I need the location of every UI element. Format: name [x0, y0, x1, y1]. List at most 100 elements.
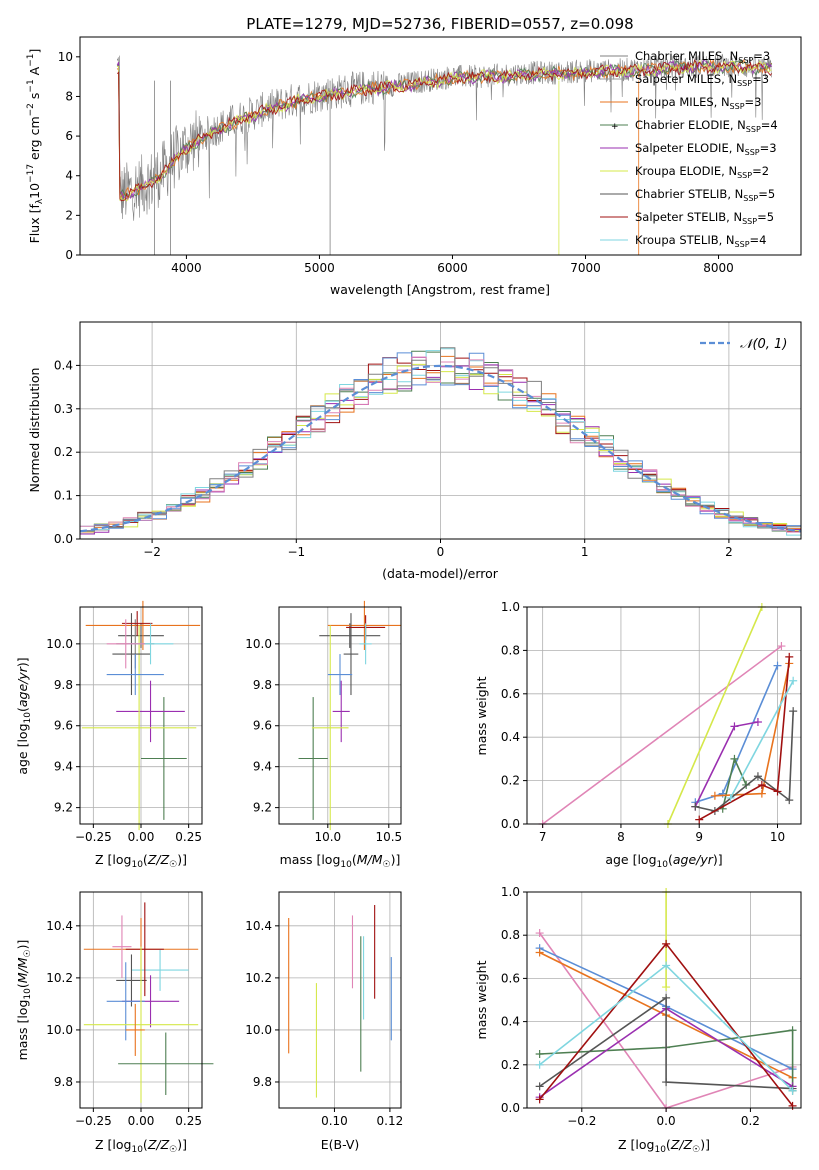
- model-spectrum-line: [117, 59, 772, 202]
- y-tick-label: 10.2: [245, 971, 272, 985]
- legend-subscript: SSP: [745, 148, 760, 157]
- ebv-mass-axes-frame: [278, 891, 402, 1109]
- spectrum-xlabel: wavelength [Angstrom, rest frame]: [330, 282, 550, 297]
- weight-marker: [662, 993, 671, 1002]
- legend-label: Chabrier STELIB, NSSP=5: [635, 187, 775, 203]
- x-tick-label: 9: [695, 830, 703, 844]
- legend-subscript: SSP: [737, 79, 752, 88]
- x-tick-label: 7000: [570, 261, 601, 275]
- y-tick-label: 1.0: [501, 885, 520, 899]
- weight-line: [542, 645, 782, 825]
- z-mass-panel: −0.25 0.00 0.25 9.8 10.0 10.2 10.4 Z [log10(Z/…: [15, 891, 214, 1155]
- weight-line: [667, 606, 763, 825]
- y-tick-label: 9.8: [253, 678, 272, 692]
- legend-label: Chabrier MILES, NSSP=3: [635, 49, 770, 65]
- y-tick-label: 0.6: [501, 687, 520, 701]
- spectrum-panel: 4000 5000 6000 7000 8000 0 2 4 6 8 10 wavelength […: [26, 36, 802, 297]
- weight-marker: [730, 722, 739, 731]
- y-tick-label: 9.8: [253, 1075, 272, 1089]
- legend-label: Kroupa ELODIE, NSSP=2: [635, 164, 769, 180]
- legend-marker: +: [611, 122, 619, 132]
- legend-label: Salpeter STELIB, NSSP=5: [635, 210, 774, 226]
- weight-marker: [753, 772, 762, 781]
- x-tick-label: 8000: [703, 261, 734, 275]
- legend-label: Salpeter ELODIE, NSSP=3: [635, 141, 777, 157]
- weight-line: [539, 1029, 794, 1091]
- weight-marker: [662, 939, 671, 948]
- y-tick-label: 9.6: [253, 719, 272, 733]
- z-age-ylabel: age [log10(age/yr)]: [15, 657, 33, 774]
- y-tick-label: 10.0: [245, 1023, 272, 1037]
- weight-line: [698, 656, 791, 821]
- ebv-mass-xlabel: E(B-V): [321, 1137, 360, 1152]
- y-tick-label: 0.2: [501, 1058, 520, 1072]
- y-tick-label: 10.0: [245, 637, 272, 651]
- y-tick-label: 4: [65, 169, 73, 183]
- z-mass-xlabel: Z [log10(Z/Z☉)]: [95, 1137, 187, 1155]
- weight-marker: [753, 718, 762, 727]
- age-weight-ylabel: mass weight: [474, 676, 489, 755]
- weight-marker: [535, 1050, 544, 1058]
- residual-histogram: [80, 347, 801, 532]
- spectrum-ylabel: Flux [fλ10−17 erg cm−2 s−1 A−1]: [26, 49, 45, 244]
- age-weight-xlabel: age [log10(age/yr)]: [605, 852, 722, 870]
- y-tick-label: 9.4: [54, 760, 73, 774]
- legend-value: =2: [752, 164, 769, 178]
- y-tick-label: 0.4: [54, 358, 73, 372]
- y-tick-label: 1.0: [501, 600, 520, 614]
- weight-marker: [535, 1095, 544, 1104]
- x-tick-label: −0.25: [75, 830, 112, 844]
- x-tick-label: −2: [143, 545, 161, 559]
- ebv-mass-panel: 0.10 0.12 9.8 10.0 10.2 10.4 E(B-V): [245, 891, 404, 1152]
- weight-line: [729, 680, 794, 799]
- z-weight-axes-frame: [526, 891, 802, 1109]
- legend-subscript: SSP: [738, 56, 753, 65]
- legend-subscript: SSP: [746, 125, 761, 134]
- residual-xlabel: (data-model)/error: [382, 566, 499, 581]
- figure-title: PLATE=1279, MJD=52736, FIBERID=0557, z=0…: [246, 15, 633, 33]
- age-weight-axes-frame: [526, 606, 802, 825]
- x-tick-label: 0.2: [741, 1114, 760, 1128]
- mass-age-panel: 10.0 10.5 9.2 9.4 9.6 9.8 10.0 mass [log10(M/M…: [245, 600, 402, 870]
- weight-marker: [788, 1026, 797, 1035]
- spectrum-legend: Chabrier MILES, NSSP=3 Salpeter MILES, NS…: [600, 49, 778, 249]
- weight-marker: [789, 676, 798, 685]
- legend-value: =3: [745, 95, 762, 109]
- weight-marker: [662, 983, 671, 992]
- x-tick-label: 0: [437, 545, 445, 559]
- y-tick-label: 0.2: [54, 445, 73, 459]
- legend-value: =3: [760, 141, 777, 155]
- x-tick-label: 1: [581, 545, 589, 559]
- legend-subscript: SSP: [730, 102, 745, 111]
- legend-value: =3: [753, 49, 770, 63]
- y-tick-label: 0.8: [501, 643, 520, 657]
- weight-marker: [777, 642, 786, 651]
- legend-value: =5: [758, 187, 775, 201]
- mass-age-xlabel: mass [log10(M/M☉)]: [280, 852, 401, 870]
- y-tick-label: 9.2: [54, 801, 73, 815]
- weight-marker: [789, 707, 798, 716]
- weight-line: [539, 996, 793, 1090]
- x-tick-label: 0.10: [321, 1114, 348, 1128]
- x-tick-label: 0.25: [175, 1114, 202, 1128]
- legend-subscript: SSP: [735, 240, 750, 249]
- y-tick-label: 10.0: [46, 1023, 73, 1037]
- y-tick-label: 0.0: [501, 817, 520, 831]
- y-tick-label: 0.4: [501, 730, 520, 744]
- z-weight-ylabel: mass weight: [474, 960, 489, 1039]
- y-tick-label: 0.4: [501, 1015, 520, 1029]
- y-tick-label: 0.3: [54, 402, 73, 416]
- y-tick-label: 0.2: [501, 774, 520, 788]
- legend-label: Chabrier ELODIE, NSSP=4: [635, 118, 778, 134]
- weight-marker: [695, 815, 704, 824]
- x-tick-label: 0.12: [377, 1114, 404, 1128]
- x-tick-label: 5000: [304, 261, 335, 275]
- x-tick-label: 0.0: [657, 1114, 676, 1128]
- z-mass-ylabel: mass [log10(M/M☉)]: [15, 940, 33, 1061]
- x-tick-label: 10: [770, 830, 785, 844]
- y-tick-label: 10.4: [245, 919, 272, 933]
- weight-marker: [757, 789, 766, 798]
- y-tick-label: 8: [65, 89, 73, 103]
- x-tick-label: 6000: [437, 261, 468, 275]
- y-tick-label: 10.0: [46, 637, 73, 651]
